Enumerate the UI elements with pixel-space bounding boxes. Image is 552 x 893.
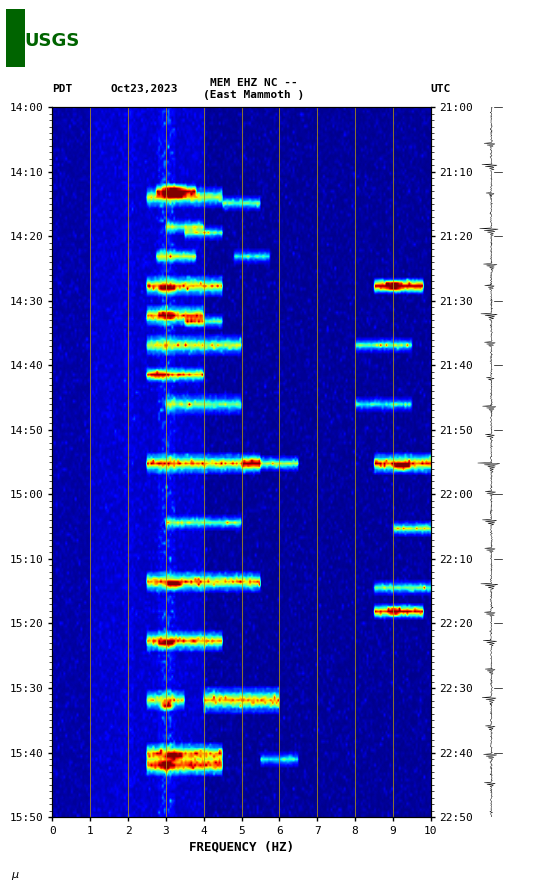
Text: Oct23,2023: Oct23,2023 — [110, 84, 178, 94]
Text: $\mu$: $\mu$ — [11, 871, 20, 882]
Text: (East Mammoth ): (East Mammoth ) — [203, 90, 305, 100]
Text: MEM EHZ NC --: MEM EHZ NC -- — [210, 78, 298, 88]
X-axis label: FREQUENCY (HZ): FREQUENCY (HZ) — [189, 840, 294, 854]
Polygon shape — [6, 9, 25, 67]
Text: PDT: PDT — [52, 84, 73, 94]
Text: UTC: UTC — [431, 84, 451, 94]
Text: USGS: USGS — [24, 32, 79, 50]
